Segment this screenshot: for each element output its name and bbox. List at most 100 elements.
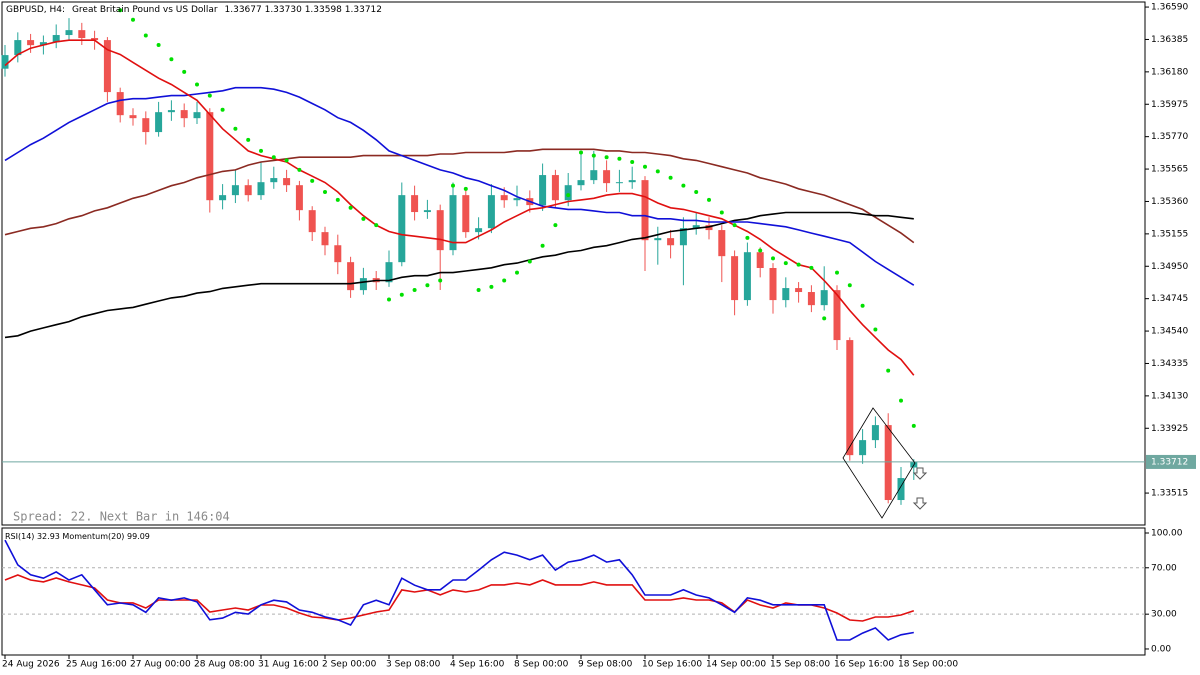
plot-layer: 1.36590 1.36385 1.36180 1.35975 1.35770 1.355… bbox=[1, 3, 1196, 670]
candle-body bbox=[270, 178, 278, 183]
series-name: RSI(14) bbox=[5, 532, 34, 541]
candle-body bbox=[308, 210, 316, 233]
sar-dot bbox=[387, 297, 391, 302]
candle-body bbox=[897, 478, 905, 501]
y-tick-label: 1.33925 bbox=[1151, 424, 1188, 434]
series-last-value: 99.09 bbox=[127, 532, 150, 541]
sar-dot bbox=[643, 164, 647, 169]
sar-dot bbox=[399, 292, 404, 297]
sar-dot bbox=[771, 256, 775, 261]
candle-body bbox=[142, 118, 150, 133]
candle-body bbox=[231, 185, 239, 196]
sar-dot bbox=[668, 175, 673, 180]
x-tick-label: 4 Sep 16:00 bbox=[450, 660, 505, 670]
sar-dot bbox=[412, 287, 417, 292]
candle-body bbox=[718, 230, 726, 257]
sar-dot bbox=[310, 178, 315, 183]
sar-dot bbox=[758, 248, 763, 253]
down-arrow bbox=[912, 497, 928, 510]
y-tick-label: 0.00 bbox=[1151, 644, 1171, 654]
sar-dot bbox=[617, 156, 622, 161]
sar-dot bbox=[451, 183, 455, 188]
sar-dot bbox=[246, 137, 251, 142]
candle-body bbox=[257, 182, 265, 196]
sar-dot bbox=[630, 159, 635, 164]
sar-dot bbox=[540, 243, 545, 248]
candle-body bbox=[129, 115, 137, 119]
x-tick-label: 28 Aug 08:00 bbox=[194, 660, 255, 670]
candle-body bbox=[884, 425, 892, 501]
x-tick-label: 24 Aug 2026 bbox=[2, 660, 60, 670]
candle-body bbox=[52, 35, 60, 43]
series-last-value: 32.93 bbox=[37, 532, 60, 541]
status-text: Spread: 22. Next Bar in 146:04 bbox=[13, 510, 230, 524]
description: Great Britain Pound vs US Dollar bbox=[72, 5, 218, 15]
candle-body bbox=[321, 232, 329, 246]
sar-dot bbox=[220, 107, 225, 112]
y-tick-label: 1.35360 bbox=[1151, 197, 1188, 207]
y-tick-label: 1.36180 bbox=[1151, 67, 1188, 77]
sar-dot bbox=[438, 278, 443, 283]
candle-body bbox=[385, 262, 393, 283]
y-tick-label: 1.34335 bbox=[1151, 359, 1188, 369]
candle-body bbox=[846, 340, 854, 456]
indicator-label: RSI(14) 32.93 Momentum(20) 99.09 bbox=[5, 532, 150, 541]
sar-dot bbox=[899, 398, 903, 403]
y-tick-label: 100.00 bbox=[1151, 528, 1183, 538]
x-tick-label: 27 Aug 00:00 bbox=[130, 660, 191, 670]
y-tick-label: 1.35155 bbox=[1151, 229, 1188, 239]
candle-body bbox=[244, 185, 252, 196]
x-tick-label: 31 Aug 16:00 bbox=[258, 660, 319, 670]
x-tick-label: 25 Aug 16:00 bbox=[66, 660, 127, 670]
sub-panel-frame bbox=[1, 527, 1146, 656]
sar-dot bbox=[233, 126, 238, 131]
candle-body bbox=[590, 170, 598, 181]
sar-dot bbox=[297, 167, 302, 172]
y-tick-label: 1.36385 bbox=[1151, 35, 1188, 45]
indicator-line bbox=[4, 539, 914, 641]
x-tick-label: 10 Sep 16:00 bbox=[642, 660, 702, 670]
candle-body bbox=[615, 182, 623, 184]
x-tick-label: 3 Sep 08:00 bbox=[386, 660, 441, 670]
candle-body bbox=[577, 180, 585, 186]
candle-body bbox=[513, 198, 521, 201]
sar-dot bbox=[694, 189, 699, 194]
candle-body bbox=[91, 38, 99, 41]
candle-body bbox=[487, 195, 495, 229]
x-tick-label: 14 Sep 00:00 bbox=[706, 660, 766, 670]
y-tick-label: 1.34745 bbox=[1151, 294, 1188, 304]
candle-body bbox=[475, 228, 483, 233]
candle-body bbox=[500, 195, 508, 201]
candle-body bbox=[654, 238, 662, 241]
price-box-label: 1.33712 bbox=[1151, 457, 1188, 467]
main-panel-frame bbox=[1, 1, 1146, 526]
low-label: 1.33598 bbox=[305, 5, 342, 15]
sar-dot bbox=[860, 303, 865, 308]
sar-dot bbox=[681, 183, 686, 188]
sar-dot bbox=[873, 327, 878, 332]
sar-dot bbox=[783, 261, 788, 266]
sar-dot bbox=[143, 33, 148, 38]
sar-dot bbox=[822, 316, 827, 321]
sar-dot bbox=[374, 223, 379, 228]
candle-body bbox=[667, 238, 675, 246]
moving-average bbox=[4, 148, 915, 244]
candle-body bbox=[167, 110, 175, 113]
symbol: GBPUSD, H4: bbox=[6, 5, 65, 15]
sar-dot bbox=[169, 57, 174, 62]
open-label: 1.33677 bbox=[225, 5, 262, 15]
sar-dot bbox=[335, 197, 340, 202]
candle-body bbox=[1, 55, 9, 69]
candle-body bbox=[411, 195, 419, 213]
candle-body bbox=[295, 185, 303, 211]
candle-body bbox=[539, 175, 547, 206]
sar-dot bbox=[911, 423, 916, 428]
y-tick-label: 70.00 bbox=[1151, 563, 1177, 573]
x-tick-label: 16 Sep 16:00 bbox=[834, 660, 894, 670]
candle-body bbox=[782, 288, 790, 301]
candle-body bbox=[78, 30, 86, 39]
sar-dot bbox=[502, 278, 507, 283]
y-tick-label: 1.33515 bbox=[1151, 489, 1188, 499]
sar-dot bbox=[566, 193, 571, 198]
